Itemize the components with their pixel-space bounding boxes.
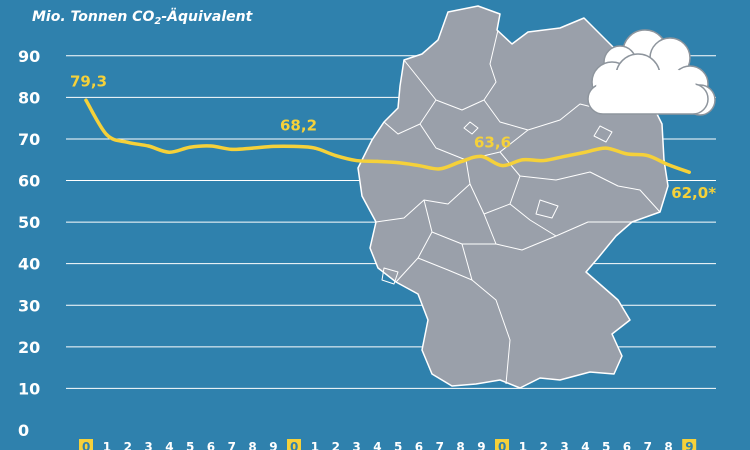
- y-tick-label: 40: [18, 255, 40, 274]
- series-line: [84, 98, 691, 174]
- y-tick-label: 80: [18, 88, 40, 107]
- data-point: [126, 140, 130, 144]
- x-tick-label: 4: [581, 440, 589, 450]
- x-tick-label: 0: [82, 440, 90, 450]
- data-point: [687, 170, 691, 174]
- x-tick-label: 2: [540, 440, 548, 450]
- data-point: [521, 158, 525, 162]
- data-point: [666, 163, 671, 167]
- x-tick-highlight: [682, 439, 697, 450]
- data-point: [479, 154, 483, 159]
- y-tick-label: 70: [18, 130, 40, 149]
- x-tick-label: 6: [623, 440, 631, 450]
- data-point: [500, 163, 504, 168]
- data-point: [146, 144, 150, 148]
- x-tick-label: 1: [103, 440, 111, 450]
- data-point: [646, 153, 650, 158]
- x-tick-highlight: [79, 439, 93, 450]
- x-tick-highlight: [495, 439, 509, 450]
- x-tick-label: 3: [560, 440, 568, 450]
- data-point: [417, 163, 421, 168]
- x-tick-label: 0: [498, 440, 506, 450]
- x-tick-label: 9: [477, 440, 485, 450]
- x-tick-label: 1: [519, 440, 527, 450]
- x-tick-label: 5: [602, 440, 610, 450]
- data-point: [209, 144, 213, 148]
- x-tick-label: 0: [290, 440, 298, 450]
- y-axis-title: Mio. Tonnen CO2-Äquivalent: [32, 9, 253, 27]
- y-tick-label: 0: [18, 421, 29, 440]
- y-tick-label: 50: [18, 213, 40, 232]
- y-tick-label: 10: [18, 379, 40, 398]
- y-tick-label: 60: [18, 172, 40, 191]
- x-tick-label: 8: [664, 440, 672, 450]
- y-tick-label: 90: [18, 47, 40, 66]
- data-label: 62,0*: [671, 184, 716, 202]
- x-tick-label: 2: [124, 440, 132, 450]
- data-point: [84, 98, 88, 102]
- data-point: [313, 146, 317, 150]
- data-point: [562, 154, 567, 159]
- x-tick-label: 7: [644, 440, 652, 450]
- x-tick-label: 8: [456, 440, 464, 450]
- cloud-illustration: [587, 29, 716, 116]
- data-point: [542, 158, 546, 163]
- x-tick-label: 9: [269, 440, 277, 450]
- data-layer: 79,3 68,2 63,6 62,0* 0 1 2 3 4 5 6 7 8 9 0 1 2 3 4 5 6 7 8 9 0 1 2…: [70, 72, 716, 450]
- x-tick-label: 5: [394, 440, 402, 450]
- data-point: [271, 144, 275, 149]
- data-point: [583, 150, 587, 154]
- x-tick-label: 2: [332, 440, 340, 450]
- data-point: [188, 145, 192, 149]
- x-tick-label: 4: [165, 440, 173, 450]
- data-point: [458, 160, 462, 164]
- x-tick-label: 3: [144, 440, 152, 450]
- data-label: 63,6: [474, 134, 511, 152]
- data-point: [438, 167, 442, 171]
- data-point: [354, 158, 358, 163]
- data-label: 68,2: [280, 116, 317, 134]
- data-point: [167, 150, 171, 154]
- data-point: [334, 153, 338, 158]
- data-point: [292, 144, 296, 149]
- cloud-fill: [596, 70, 696, 110]
- gridlines: 0 10 20 30 40 50 60 70 80 90: [18, 47, 716, 440]
- data-label: 79,3: [70, 72, 107, 90]
- x-tick-label: 7: [436, 440, 444, 450]
- data-point: [230, 147, 234, 151]
- data-point: [625, 152, 629, 156]
- data-point: [375, 159, 379, 163]
- x-tick-label: 6: [415, 440, 423, 450]
- x-tick-label: 9: [685, 440, 693, 450]
- x-tick-label: 8: [248, 440, 256, 450]
- y-tick-label: 30: [18, 296, 40, 315]
- x-tick-label: 1: [311, 440, 319, 450]
- data-point: [105, 133, 109, 137]
- data-point: [396, 161, 400, 165]
- data-point: [604, 146, 608, 150]
- x-tick-highlight: [287, 439, 301, 450]
- data-point: [250, 146, 254, 150]
- x-tick-label: 3: [352, 440, 360, 450]
- x-tick-label: 4: [373, 440, 381, 450]
- x-tick-label: 7: [228, 440, 236, 450]
- x-tick-label: 5: [186, 440, 194, 450]
- y-tick-label: 20: [18, 338, 40, 357]
- x-tick-label: 6: [207, 440, 215, 450]
